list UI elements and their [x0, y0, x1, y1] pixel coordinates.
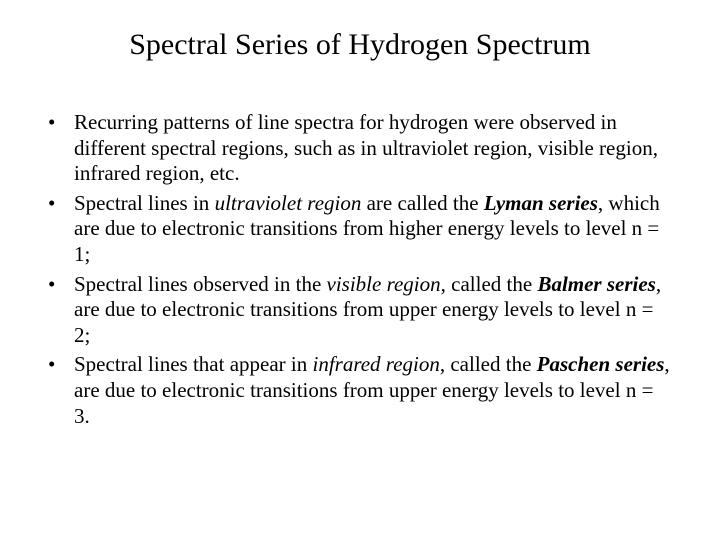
bullet-text-region: ultraviolet region: [215, 191, 362, 215]
bullet-item: Spectral lines that appear in infrared r…: [38, 352, 672, 429]
bullet-list: Recurring patterns of line spectra for h…: [38, 110, 682, 429]
bullet-item: Recurring patterns of line spectra for h…: [38, 110, 672, 187]
bullet-text-pre: Spectral lines in: [74, 191, 215, 215]
bullet-text-pre: Recurring patterns of line spectra for h…: [74, 110, 658, 185]
bullet-text-mid: , called the: [440, 352, 537, 376]
bullet-text-region: visible region: [327, 272, 441, 296]
bullet-text-pre: Spectral lines that appear in: [74, 352, 313, 376]
slide: Spectral Series of Hydrogen Spectrum Rec…: [0, 0, 720, 540]
bullet-text-series: Balmer series: [537, 272, 655, 296]
bullet-item: Spectral lines observed in the visible r…: [38, 272, 672, 349]
bullet-text-series: Paschen series: [537, 352, 665, 376]
bullet-text-series: Lyman series: [484, 191, 598, 215]
bullet-text-pre: Spectral lines observed in the: [74, 272, 327, 296]
slide-title: Spectral Series of Hydrogen Spectrum: [38, 28, 682, 62]
bullet-item: Spectral lines in ultraviolet region are…: [38, 191, 672, 268]
bullet-text-mid: , called the: [441, 272, 538, 296]
bullet-text-mid: are called the: [361, 191, 483, 215]
bullet-text-region: infrared region: [313, 352, 440, 376]
